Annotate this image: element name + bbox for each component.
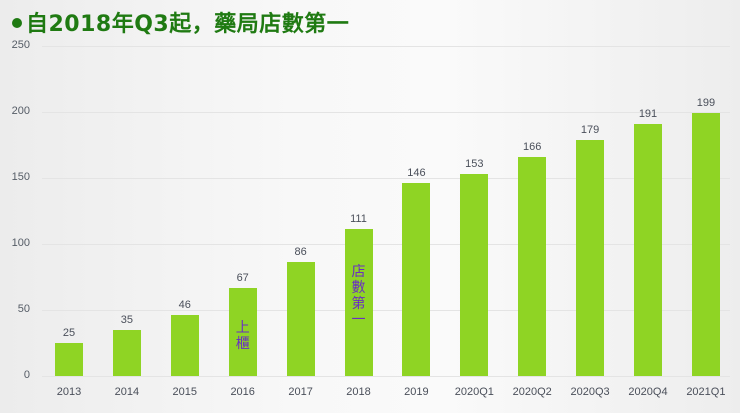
value-label: 166 [523, 140, 542, 153]
gridline [42, 244, 730, 245]
category-label: 2013 [56, 386, 82, 398]
value-label: 25 [62, 327, 76, 339]
chart-title: 自2018年Q3起，藥局店數第一 [12, 6, 349, 38]
annotation-store-count-first: 店 數 第 一 [351, 264, 366, 328]
bar-2015 [170, 315, 199, 376]
y-tick-label: 0 [23, 369, 30, 381]
y-tick-label: 50 [17, 303, 30, 315]
value-label: 191 [638, 107, 658, 120]
y-tick-label: 100 [11, 237, 30, 249]
gridline [42, 376, 730, 377]
category-label: 2016 [230, 386, 255, 398]
category-label: 2014 [114, 386, 140, 398]
bar-2020Q1 [460, 174, 489, 376]
bar-2020Q2 [518, 156, 547, 376]
value-label: 153 [465, 158, 484, 171]
category-label: 2019 [404, 386, 429, 398]
bullet-icon [12, 18, 22, 28]
category-label: 2020Q4 [628, 386, 668, 398]
gridline [42, 46, 730, 47]
category-label: 2020Q2 [512, 386, 552, 398]
gridline [42, 310, 730, 311]
category-label: 2015 [172, 386, 198, 398]
bar-2019 [402, 183, 431, 376]
bar-2016 [228, 287, 257, 376]
bar-2018 [344, 229, 373, 376]
value-label: 86 [294, 246, 307, 259]
value-label: 46 [178, 299, 191, 312]
category-label: 2017 [288, 386, 313, 398]
gridline [42, 112, 730, 113]
value-label: 111 [350, 213, 367, 226]
value-label: 146 [407, 167, 426, 180]
y-tick-label: 250 [11, 39, 30, 51]
value-label: 35 [120, 313, 134, 326]
bar-2020Q4 [634, 123, 662, 376]
category-label: 2018 [346, 386, 371, 398]
bar-2020Q3 [576, 139, 605, 376]
value-label: 179 [580, 123, 600, 136]
category-label: 2020Q1 [454, 386, 494, 398]
bar-2017 [286, 262, 315, 376]
y-tick-label: 150 [11, 171, 30, 183]
gridline [42, 178, 730, 179]
annotation-listed: 上 櫃 [235, 320, 250, 352]
category-label: 2021Q1 [686, 386, 726, 398]
bar-2021Q1 [691, 113, 720, 376]
category-label: 2020Q3 [570, 386, 610, 398]
value-label: 67 [236, 271, 249, 284]
bar-2014 [112, 329, 141, 376]
y-tick-label: 200 [11, 105, 30, 117]
bar-2013 [55, 343, 83, 376]
value-label: 199 [696, 97, 716, 110]
